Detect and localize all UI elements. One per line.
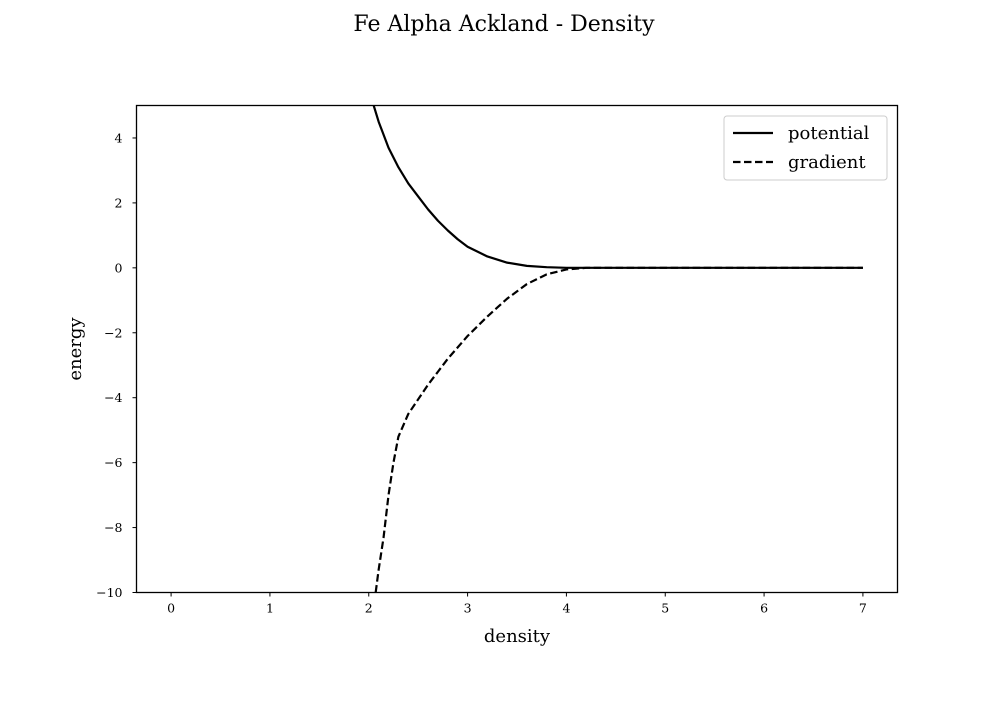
series-layer [372,105,863,593]
legend: potential gradient [723,115,888,181]
legend-label-potential: potential [788,123,870,144]
x-tick-label: 7 [859,601,867,616]
y-tick-label: −10 [96,585,122,600]
chart-title: Fe Alpha Ackland - Density [353,12,655,37]
series-line-gradient [374,266,863,593]
y-tick-label: −2 [104,325,122,340]
x-axis: 0 1 2 3 4 5 6 7 [167,592,867,616]
x-tick-label: 0 [167,601,175,616]
y-axis: −10 −8 −6 −4 −2 0 2 4 [96,130,137,600]
x-tick-label: 5 [661,601,669,616]
y-tick-label: 0 [115,260,123,275]
y-tick-label: 2 [115,195,123,210]
legend-label-gradient: gradient [788,152,866,173]
y-tick-label: −8 [104,520,122,535]
y-tick-label: −6 [104,455,122,470]
x-tick-label: 2 [365,601,373,616]
x-tick-label: 6 [760,601,768,616]
y-tick-label: −4 [104,390,122,405]
y-tick-label: 4 [115,130,123,145]
x-tick-label: 3 [464,601,472,616]
plot-area-frame [135,104,899,594]
y-axis-label: energy [65,317,86,381]
x-tick-label: 1 [266,601,274,616]
x-tick-label: 4 [562,601,570,616]
x-axis-label: density [484,626,551,647]
